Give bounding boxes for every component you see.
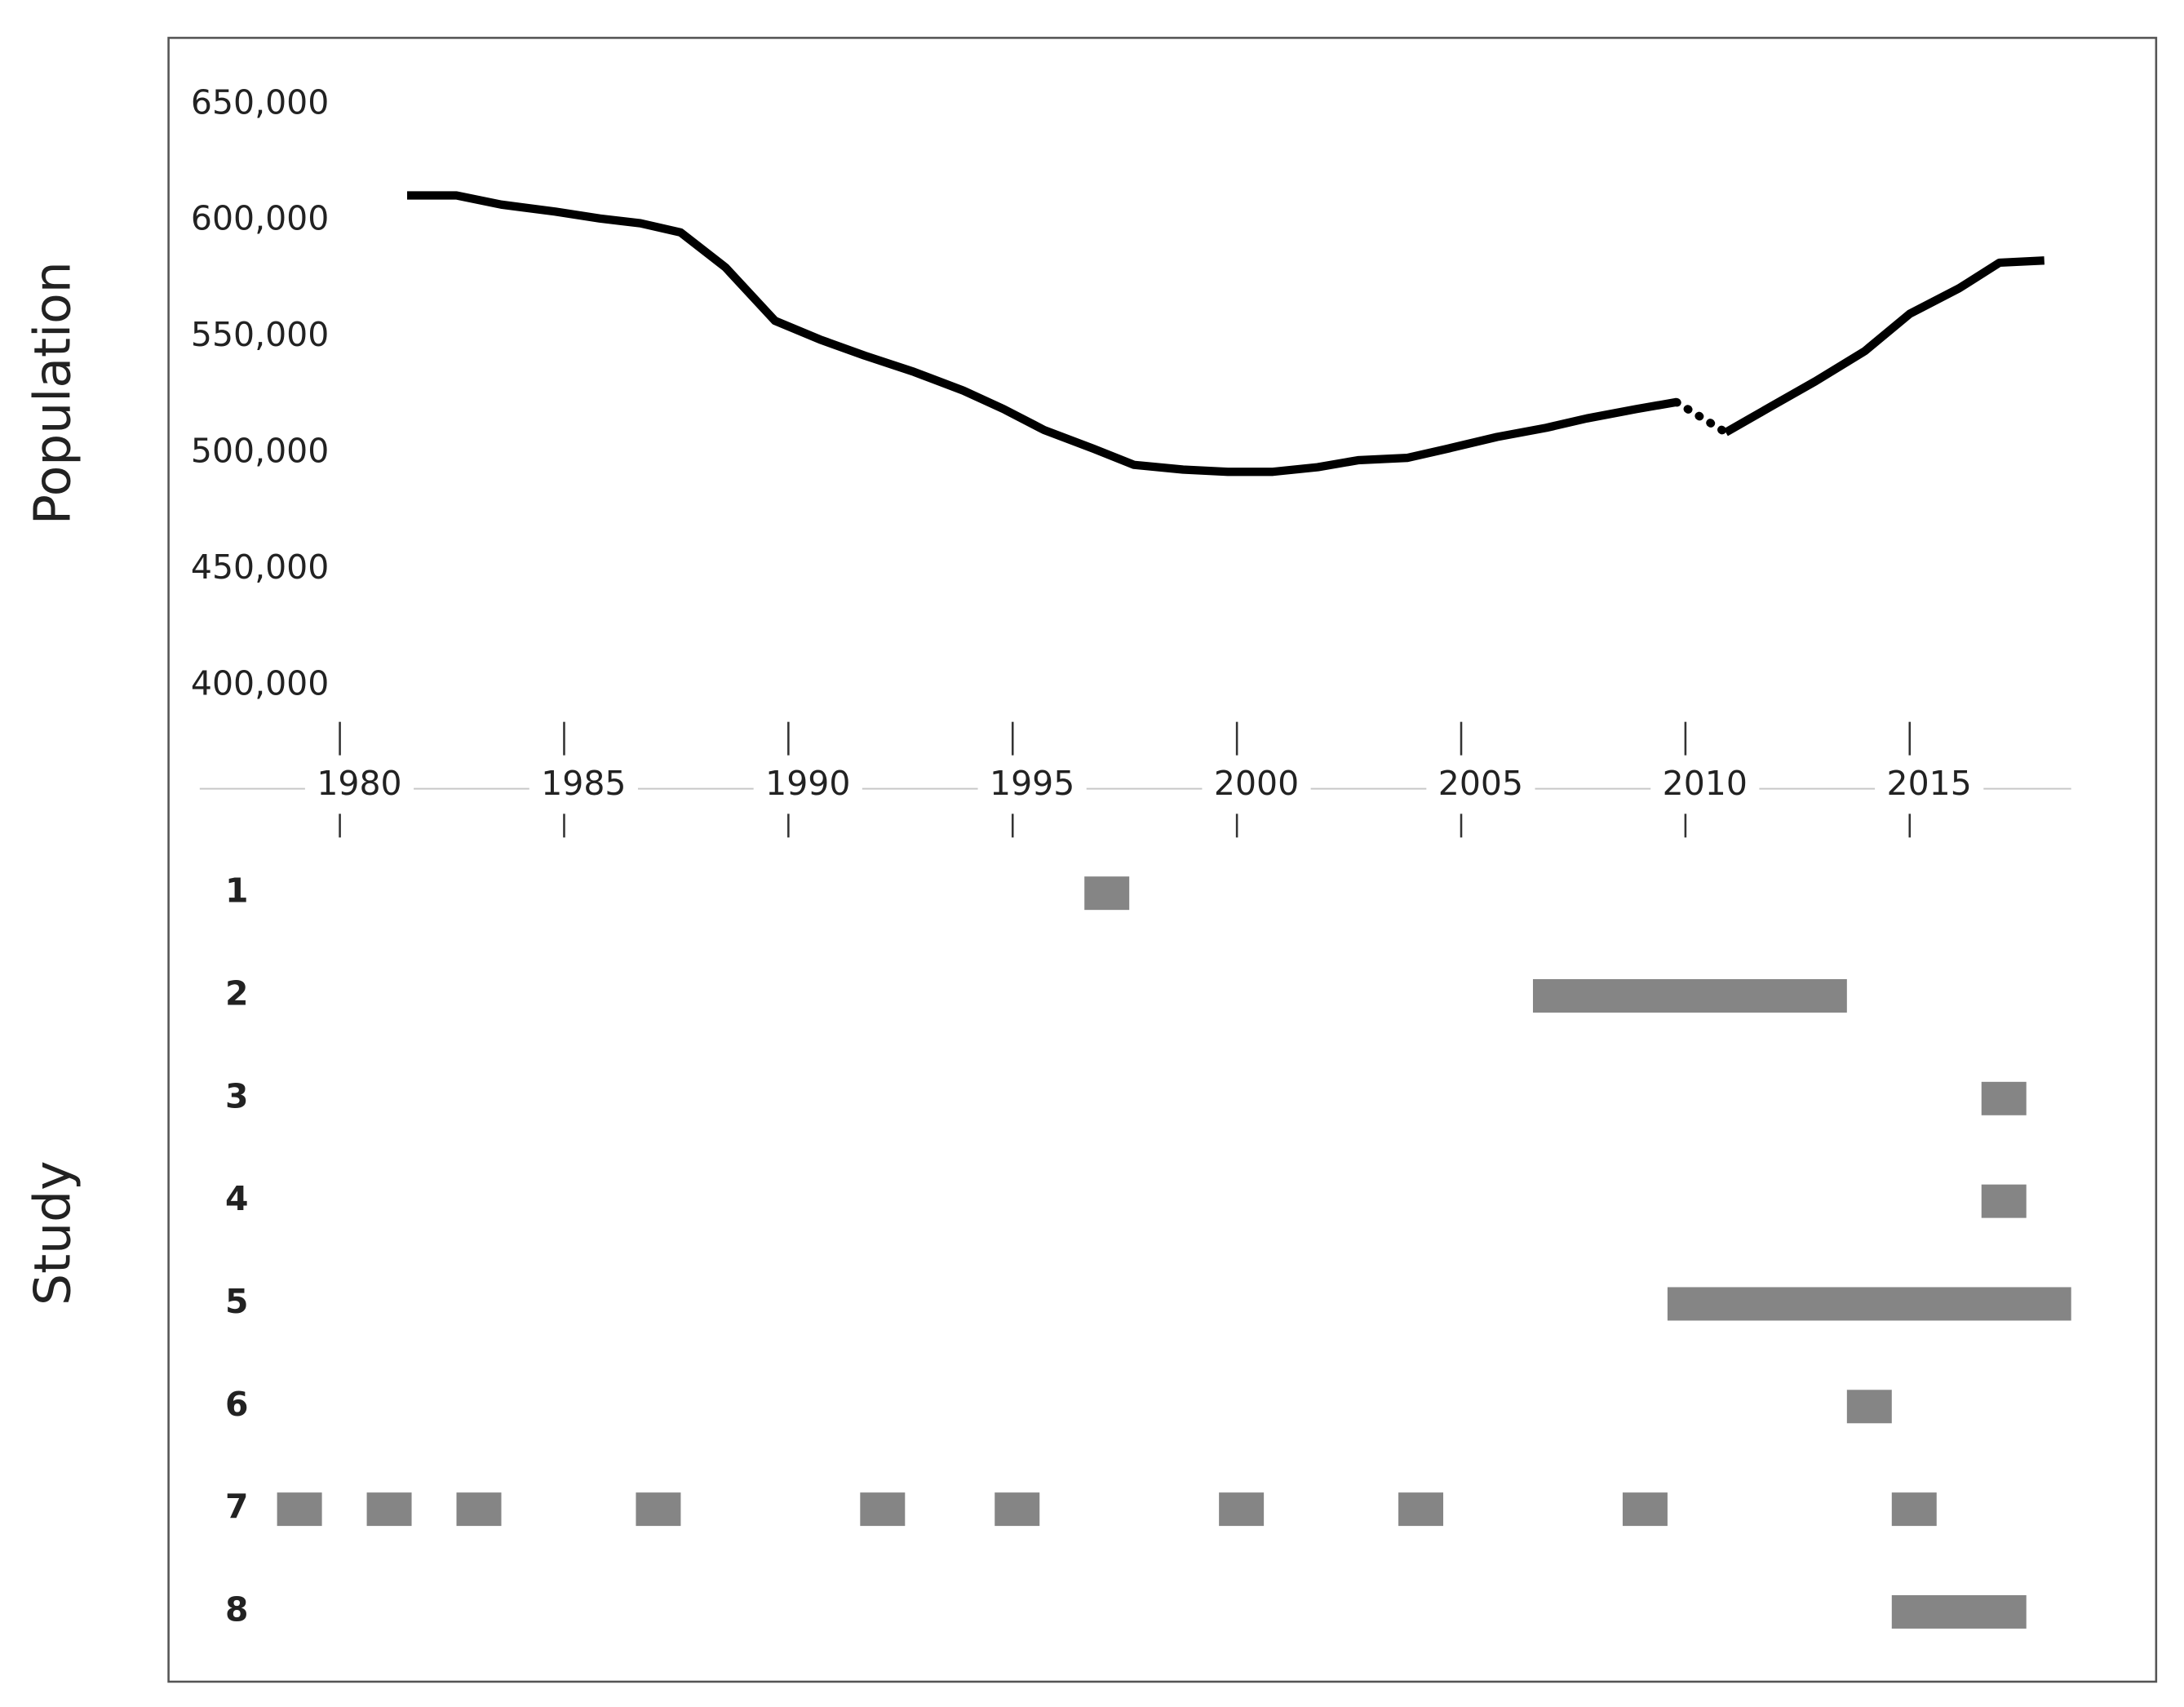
population-line [407,191,1677,477]
x-tick-label: 1995 [990,764,1074,803]
y-axis-title: Study [24,1161,82,1306]
study-bar [1532,978,1847,1013]
study-bar [995,1492,1040,1527]
study-bar [1667,1287,2071,1321]
study-label: 8 [225,1590,249,1629]
population-line [1672,397,1730,437]
study-label: 4 [225,1179,249,1218]
study-bar [1981,1184,2027,1218]
y-tick-label: 450,000 [191,548,329,587]
x-tick-label: 2015 [1887,764,1972,803]
study-bar [456,1492,502,1527]
study-bar [1398,1492,1444,1527]
y-axis-title: Population [24,261,82,525]
x-tick-label: 2010 [1663,764,1748,803]
study-bar [1891,1594,2027,1629]
study-bar [1981,1081,2027,1115]
study-bar [277,1492,322,1527]
x-tick-label-bg [304,769,414,809]
study-bar [636,1492,681,1527]
study-bar [1891,1492,1937,1527]
x-tick-label-bg [1650,769,1760,809]
y-tick-label: 650,000 [191,82,329,122]
population-line [1723,256,2045,437]
x-tick-label-bg [1875,769,1984,809]
study-label: 3 [225,1076,249,1115]
y-tick-label: 550,000 [191,315,329,354]
x-tick-label-bg [977,769,1087,809]
y-tick-label: 400,000 [191,663,329,703]
x-tick-label: 1985 [541,764,626,803]
study-label: 6 [225,1385,249,1424]
x-tick-label-bg [1426,769,1535,809]
x-tick-label-bg [1202,769,1311,809]
study-bar [1622,1492,1668,1527]
study-label: 7 [225,1488,249,1527]
study-label: 1 [225,871,249,911]
y-tick-label: 500,000 [191,432,329,471]
study-bar [366,1492,412,1527]
x-tick-label: 2000 [1214,764,1299,803]
study-bar [1846,1390,1892,1424]
study-bar [860,1492,906,1527]
study-bar [1084,876,1130,911]
x-tick-label: 1980 [317,764,401,803]
y-tick-label: 600,000 [191,199,329,238]
study-label: 2 [225,973,249,1013]
x-tick-label: 2005 [1438,764,1523,803]
x-tick-label-bg [529,769,638,809]
study-bar [1219,1492,1265,1527]
x-tick-label: 1990 [765,764,850,803]
study-label: 5 [225,1282,249,1321]
x-tick-label-bg [753,769,862,809]
frame [167,37,2158,1683]
